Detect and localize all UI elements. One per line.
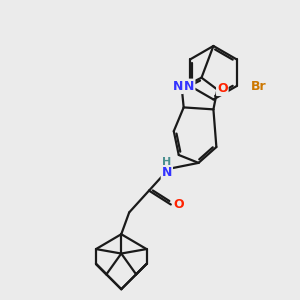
Text: H: H <box>162 157 172 167</box>
Text: Br: Br <box>250 80 266 93</box>
Text: N: N <box>184 80 194 93</box>
Text: N: N <box>162 166 172 179</box>
Text: O: O <box>173 198 184 211</box>
Text: N: N <box>172 80 183 93</box>
Text: O: O <box>217 82 228 95</box>
